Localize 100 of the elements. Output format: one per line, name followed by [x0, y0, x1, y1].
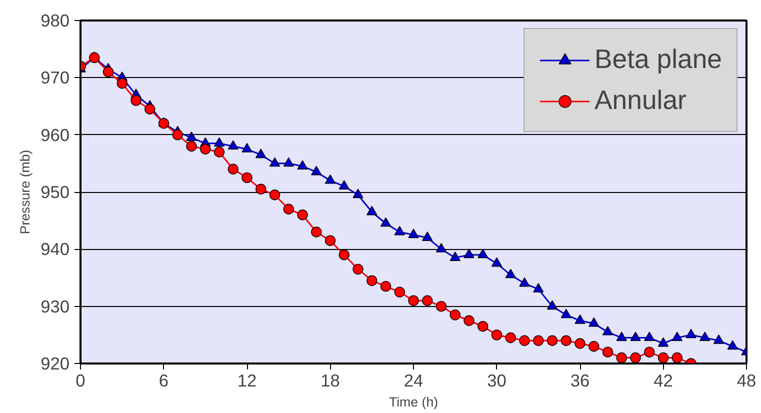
- x-tick-label: 48: [736, 370, 756, 390]
- point: [630, 332, 641, 342]
- point: [228, 164, 238, 174]
- point: [588, 317, 600, 327]
- point: [546, 300, 558, 310]
- point: [408, 295, 419, 306]
- point: [533, 335, 544, 346]
- point: [338, 250, 350, 260]
- point: [186, 132, 197, 141]
- point: [352, 188, 364, 198]
- point: [394, 226, 405, 236]
- point: [228, 140, 238, 150]
- point: [672, 332, 682, 342]
- y-tick-label: 960: [40, 124, 70, 145]
- y-tick-label: 920: [40, 354, 70, 374]
- point: [422, 232, 433, 241]
- point: [297, 210, 308, 220]
- point: [214, 146, 225, 158]
- point: [256, 184, 266, 194]
- point: [338, 180, 350, 190]
- point: [672, 352, 682, 364]
- point: [519, 335, 530, 346]
- point: [478, 248, 488, 258]
- x-tick-label: 12: [237, 370, 257, 390]
- x-tick-label: 42: [654, 370, 673, 390]
- y-tick-label: 940: [40, 239, 70, 260]
- point: [311, 226, 322, 238]
- point: [214, 137, 225, 147]
- point: [311, 166, 322, 176]
- legend-label: Beta plane: [594, 44, 722, 75]
- point: [269, 190, 280, 200]
- point: [324, 235, 336, 246]
- point: [450, 252, 460, 261]
- point: [283, 204, 294, 214]
- point: [546, 335, 558, 346]
- point: [352, 264, 364, 275]
- point: [588, 341, 600, 352]
- x-tick-label: 18: [320, 370, 340, 390]
- point: [491, 330, 502, 340]
- point: [422, 295, 433, 306]
- point: [408, 228, 419, 238]
- point: [602, 346, 614, 358]
- x-tick-label: 6: [158, 370, 169, 390]
- point: [186, 140, 197, 152]
- point: [366, 275, 378, 286]
- point: [658, 352, 669, 364]
- point: [630, 352, 641, 364]
- point: [686, 328, 696, 338]
- legend-label: Annular: [594, 85, 686, 116]
- x-tick-label: 0: [76, 370, 86, 390]
- point: [394, 286, 405, 298]
- point: [602, 326, 614, 336]
- point: [616, 332, 627, 342]
- point: [464, 248, 474, 258]
- point: [505, 268, 516, 278]
- y-tick-label: 930: [40, 296, 70, 316]
- point: [297, 160, 308, 170]
- point: [519, 277, 530, 287]
- y-axis-title: Pressure (mb): [18, 150, 33, 234]
- point: [644, 332, 655, 342]
- point: [116, 78, 128, 89]
- point: [644, 346, 655, 358]
- point: [478, 321, 488, 332]
- point: [283, 157, 294, 167]
- point: [436, 243, 447, 252]
- point: [727, 340, 738, 350]
- point: [713, 334, 724, 344]
- x-tick-label: 36: [570, 370, 590, 390]
- point: [464, 315, 474, 326]
- point: [242, 143, 252, 152]
- point: [380, 217, 392, 227]
- point: [269, 157, 280, 167]
- point: [242, 172, 252, 184]
- point: [200, 144, 211, 154]
- x-tick-label: 30: [487, 370, 506, 390]
- point: [700, 332, 710, 342]
- point: [450, 310, 460, 320]
- point: [256, 148, 266, 158]
- point: [130, 95, 142, 106]
- point: [533, 283, 544, 292]
- point: [491, 257, 502, 267]
- point: [560, 308, 572, 318]
- y-tick-label: 950: [40, 182, 70, 202]
- point: [436, 300, 447, 312]
- y-tick-label: 970: [40, 68, 70, 88]
- point: [366, 206, 378, 216]
- point: [658, 337, 669, 347]
- point: [102, 66, 114, 78]
- point: [172, 129, 183, 140]
- y-tick-label: 980: [40, 10, 70, 30]
- point: [505, 332, 516, 344]
- point: [574, 314, 586, 324]
- point: [144, 104, 156, 114]
- point: [560, 335, 572, 346]
- point: [324, 174, 336, 184]
- point: [616, 352, 627, 364]
- x-axis-title: Time (h): [388, 394, 438, 410]
- x-tick-label: 24: [404, 370, 424, 390]
- point: [574, 338, 586, 349]
- point: [380, 280, 392, 292]
